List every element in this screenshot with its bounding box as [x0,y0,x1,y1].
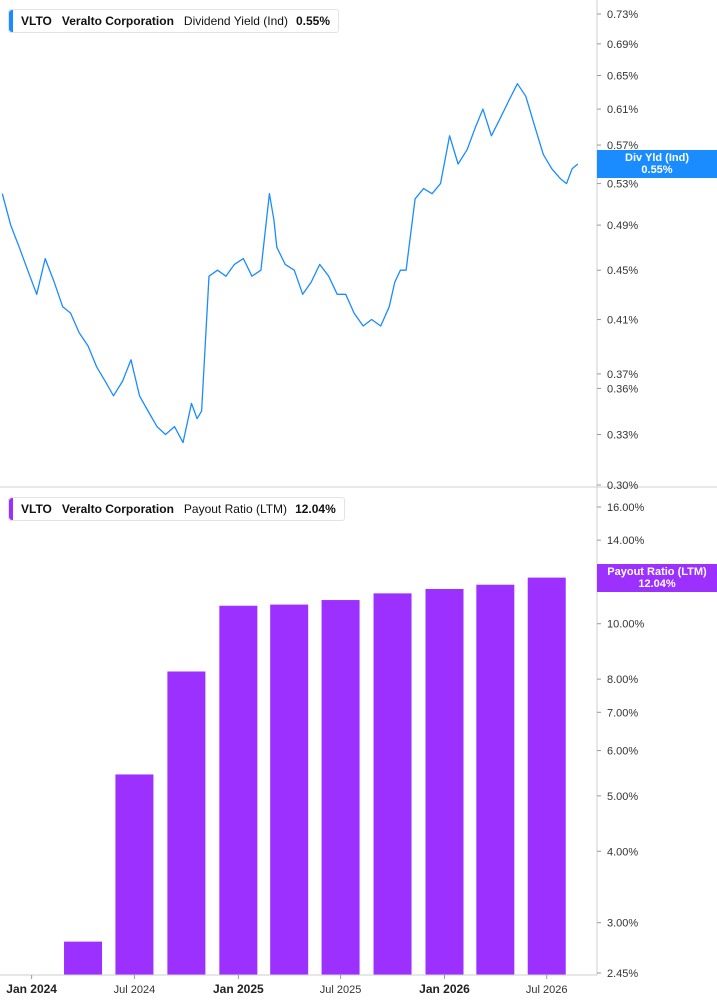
y-tick-label: 0.45% [607,265,638,277]
x-tick-label: Jul 2024 [114,984,156,996]
flag-label: Payout Ratio (LTM) [607,565,707,578]
legend-metric: Payout Ratio (LTM) [183,502,288,516]
payout-ratio-flag: Payout Ratio (LTM) 12.04% [597,563,717,592]
dividend-yield-plot [1,83,579,444]
y-tick-label: 0.73% [607,9,638,21]
y-tick-label: 0.53% [607,179,638,191]
payout-ratio-legend: VLTO Veralto Corporation Payout Ratio (L… [8,497,345,521]
payout-ratio-bar [527,577,566,975]
x-tick-label: Jan 2025 [213,982,264,996]
y-tick-label: 4.00% [607,846,638,858]
legend-swatch [9,498,13,520]
payout-ratio-bar [219,605,258,975]
y-tick-label: 10.00% [607,619,645,631]
y-tick-label: 0.37% [607,369,638,381]
payout-ratio-bar [476,584,515,975]
legend-value: 12.04% [295,502,336,516]
y-tick-label: 7.00% [607,707,638,719]
y-tick-label: 6.00% [607,746,638,758]
legend-ticker: VLTO [21,14,52,28]
legend-company: Veralto Corporation [61,14,174,28]
legend-ticker: VLTO [21,502,52,516]
payout-ratio-bar [270,604,309,975]
x-tick-label: Jan 2024 [6,982,57,996]
y-tick-label: 3.00% [607,918,638,930]
y-tick-label: 8.00% [607,674,638,686]
payout-ratio-bar [167,671,206,975]
legend-value: 0.55% [295,14,330,28]
dividend-yield-legend: VLTO Veralto Corporation Dividend Yield … [8,9,339,33]
y-tick-label: 14.00% [607,535,645,547]
flag-label: Div Yld (Ind) [625,151,689,164]
y-tick-label: 0.33% [607,430,638,442]
payout-ratio-bar [115,774,154,975]
legend-company: Veralto Corporation [61,502,174,516]
y-tick-label: 0.57% [607,140,638,152]
y-tick-label: 0.36% [607,383,638,395]
payout-ratio-bar [321,600,360,975]
payout-ratio-bar [425,589,464,975]
y-tick-label: 0.41% [607,315,638,327]
dividend-yield-line [1,83,579,444]
payout-ratio-bar [64,941,103,975]
x-tick-label: Jul 2026 [526,984,568,996]
payout-ratio-plot [64,577,566,975]
dividend-yield-flag: Div Yld (Ind) 0.55% [597,149,717,178]
y-tick-label: 0.69% [607,39,638,51]
x-tick-label: Jul 2025 [320,984,362,996]
y-tick-label: 5.00% [607,791,638,803]
y-tick-label: 0.61% [607,104,638,116]
legend-swatch [9,10,13,32]
payout-ratio-bar [373,593,412,975]
y-tick-label: 0.49% [607,220,638,232]
flag-value: 0.55% [641,163,673,176]
legend-metric: Dividend Yield (Ind) [183,14,288,28]
y-tick-label: 0.30% [607,480,638,492]
y-tick-label: 0.65% [607,70,638,82]
y-tick-label: 2.45% [607,968,638,980]
x-tick-label: Jan 2026 [419,982,470,996]
y-tick-label: 16.00% [607,502,645,514]
flag-value: 12.04% [638,577,676,590]
